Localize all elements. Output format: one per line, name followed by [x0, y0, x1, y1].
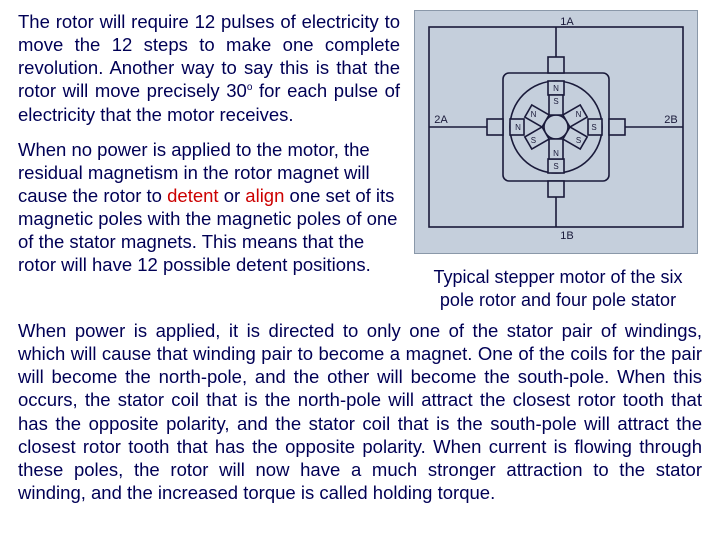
figure-caption: Typical stepper motor of the six pole ro… [414, 266, 702, 311]
rotor-tooth-label: N [553, 149, 559, 158]
paragraph-2: When no power is applied to the motor, t… [18, 138, 400, 277]
stator-label-top: N [553, 84, 559, 93]
coil-left [487, 119, 503, 135]
page-root: The rotor will require 12 pulses of elec… [0, 0, 720, 540]
diagram-svg: SNSNSN 1A 1B 2A 2B N S N S [415, 11, 697, 253]
p2-red-align: align [245, 185, 284, 206]
rotor-tooth-label: S [576, 136, 581, 145]
stator-label-bottom: S [553, 162, 558, 171]
rotor-tooth-label: S [553, 97, 558, 106]
rotor-tooth-label: S [531, 136, 536, 145]
coil-top [548, 57, 564, 73]
paragraph-3: When power is applied, it is directed to… [18, 319, 702, 504]
stator-label-right: S [591, 123, 596, 132]
figure-column: SNSNSN 1A 1B 2A 2B N S N S Typical stepp… [414, 10, 702, 311]
text-column: The rotor will require 12 pulses of elec… [18, 10, 400, 311]
p2-b: or [219, 185, 246, 206]
top-row: The rotor will require 12 pulses of elec… [18, 10, 702, 311]
label-1b: 1B [560, 230, 573, 242]
rotor-tooth-label: N [531, 110, 537, 119]
coil-right [609, 119, 625, 135]
label-2a: 2A [434, 114, 448, 126]
stator-label-left: N [515, 123, 521, 132]
coil-bottom [548, 181, 564, 197]
label-1a: 1A [560, 16, 574, 28]
rotor-tooth-label: N [576, 110, 582, 119]
p2-red-detent: detent [167, 185, 218, 206]
paragraph-1: The rotor will require 12 pulses of elec… [18, 10, 400, 126]
label-2b: 2B [664, 114, 677, 126]
stepper-motor-diagram: SNSNSN 1A 1B 2A 2B N S N S [414, 10, 698, 254]
